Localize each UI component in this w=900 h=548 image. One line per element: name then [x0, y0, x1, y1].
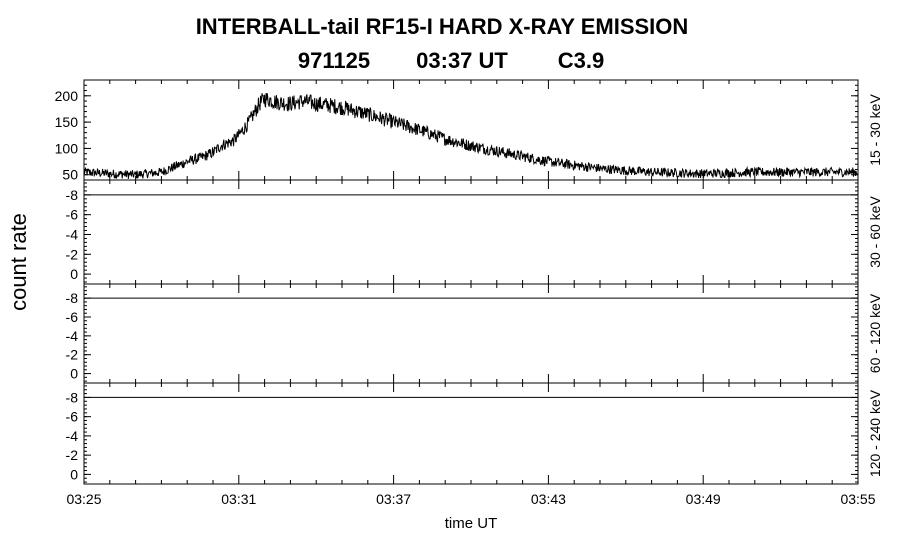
series-line-15-30kev	[83, 93, 859, 180]
y-tick-label: -4	[66, 428, 79, 444]
y-tick-label: -6	[66, 309, 79, 325]
y-tick-label: -8	[66, 290, 79, 306]
y-tick-label: -8	[66, 187, 79, 203]
x-axis-label: time UT	[445, 515, 498, 532]
y-tick-label: 0	[70, 266, 78, 282]
y-tick-label: -6	[66, 409, 79, 425]
chart-title: INTERBALL-tail RF15-I HARD X-RAY EMISSIO…	[196, 14, 689, 39]
y-tick-label: -2	[66, 447, 79, 463]
x-tick-label: 03:37	[376, 491, 411, 507]
y-tick-label: 0	[70, 366, 78, 382]
panel-frame	[83, 79, 859, 181]
x-tick-label: 03:49	[686, 491, 721, 507]
y-tick-label: -2	[66, 347, 79, 363]
panel-frame	[83, 283, 859, 384]
plot-area: 50 100 150 200 15 - 30 keV -8 -6 -4 -2 0 30 - 60 k…	[55, 79, 883, 507]
y-tick-label: 100	[55, 140, 79, 156]
x-tick-label: 03:31	[221, 491, 256, 507]
y-tick-label: 200	[55, 88, 79, 104]
chart-subtitle-class: C3.9	[558, 48, 604, 73]
x-tick-label: 03:55	[840, 491, 875, 507]
y-tick-label: 150	[55, 114, 79, 130]
y-tick-label: -2	[66, 246, 79, 262]
panel-energy-label: 60 - 120 keV	[867, 293, 883, 373]
y-tick-label: 0	[70, 466, 78, 482]
y-tick-label: -8	[66, 389, 79, 405]
chart-subtitle-date: 971125	[298, 48, 370, 73]
y-tick-label: -6	[66, 207, 79, 223]
panel-energy-label: 15 - 30 keV	[867, 94, 883, 166]
panel-energy-label: 30 - 60 keV	[867, 196, 883, 268]
x-tick-label: 03:43	[531, 491, 566, 507]
panel-frame	[83, 179, 859, 285]
panel-frame	[83, 382, 859, 485]
y-tick-label: -4	[66, 328, 79, 344]
y-axis-label: count rate	[6, 213, 31, 311]
x-tick-label: 03:25	[66, 491, 101, 507]
chart-subtitle-time: 03:37 UT	[416, 48, 508, 73]
y-tick-label: -4	[66, 226, 79, 242]
y-tick-label: 50	[62, 167, 78, 183]
panel-energy-label: 120 - 240 keV	[867, 389, 883, 477]
